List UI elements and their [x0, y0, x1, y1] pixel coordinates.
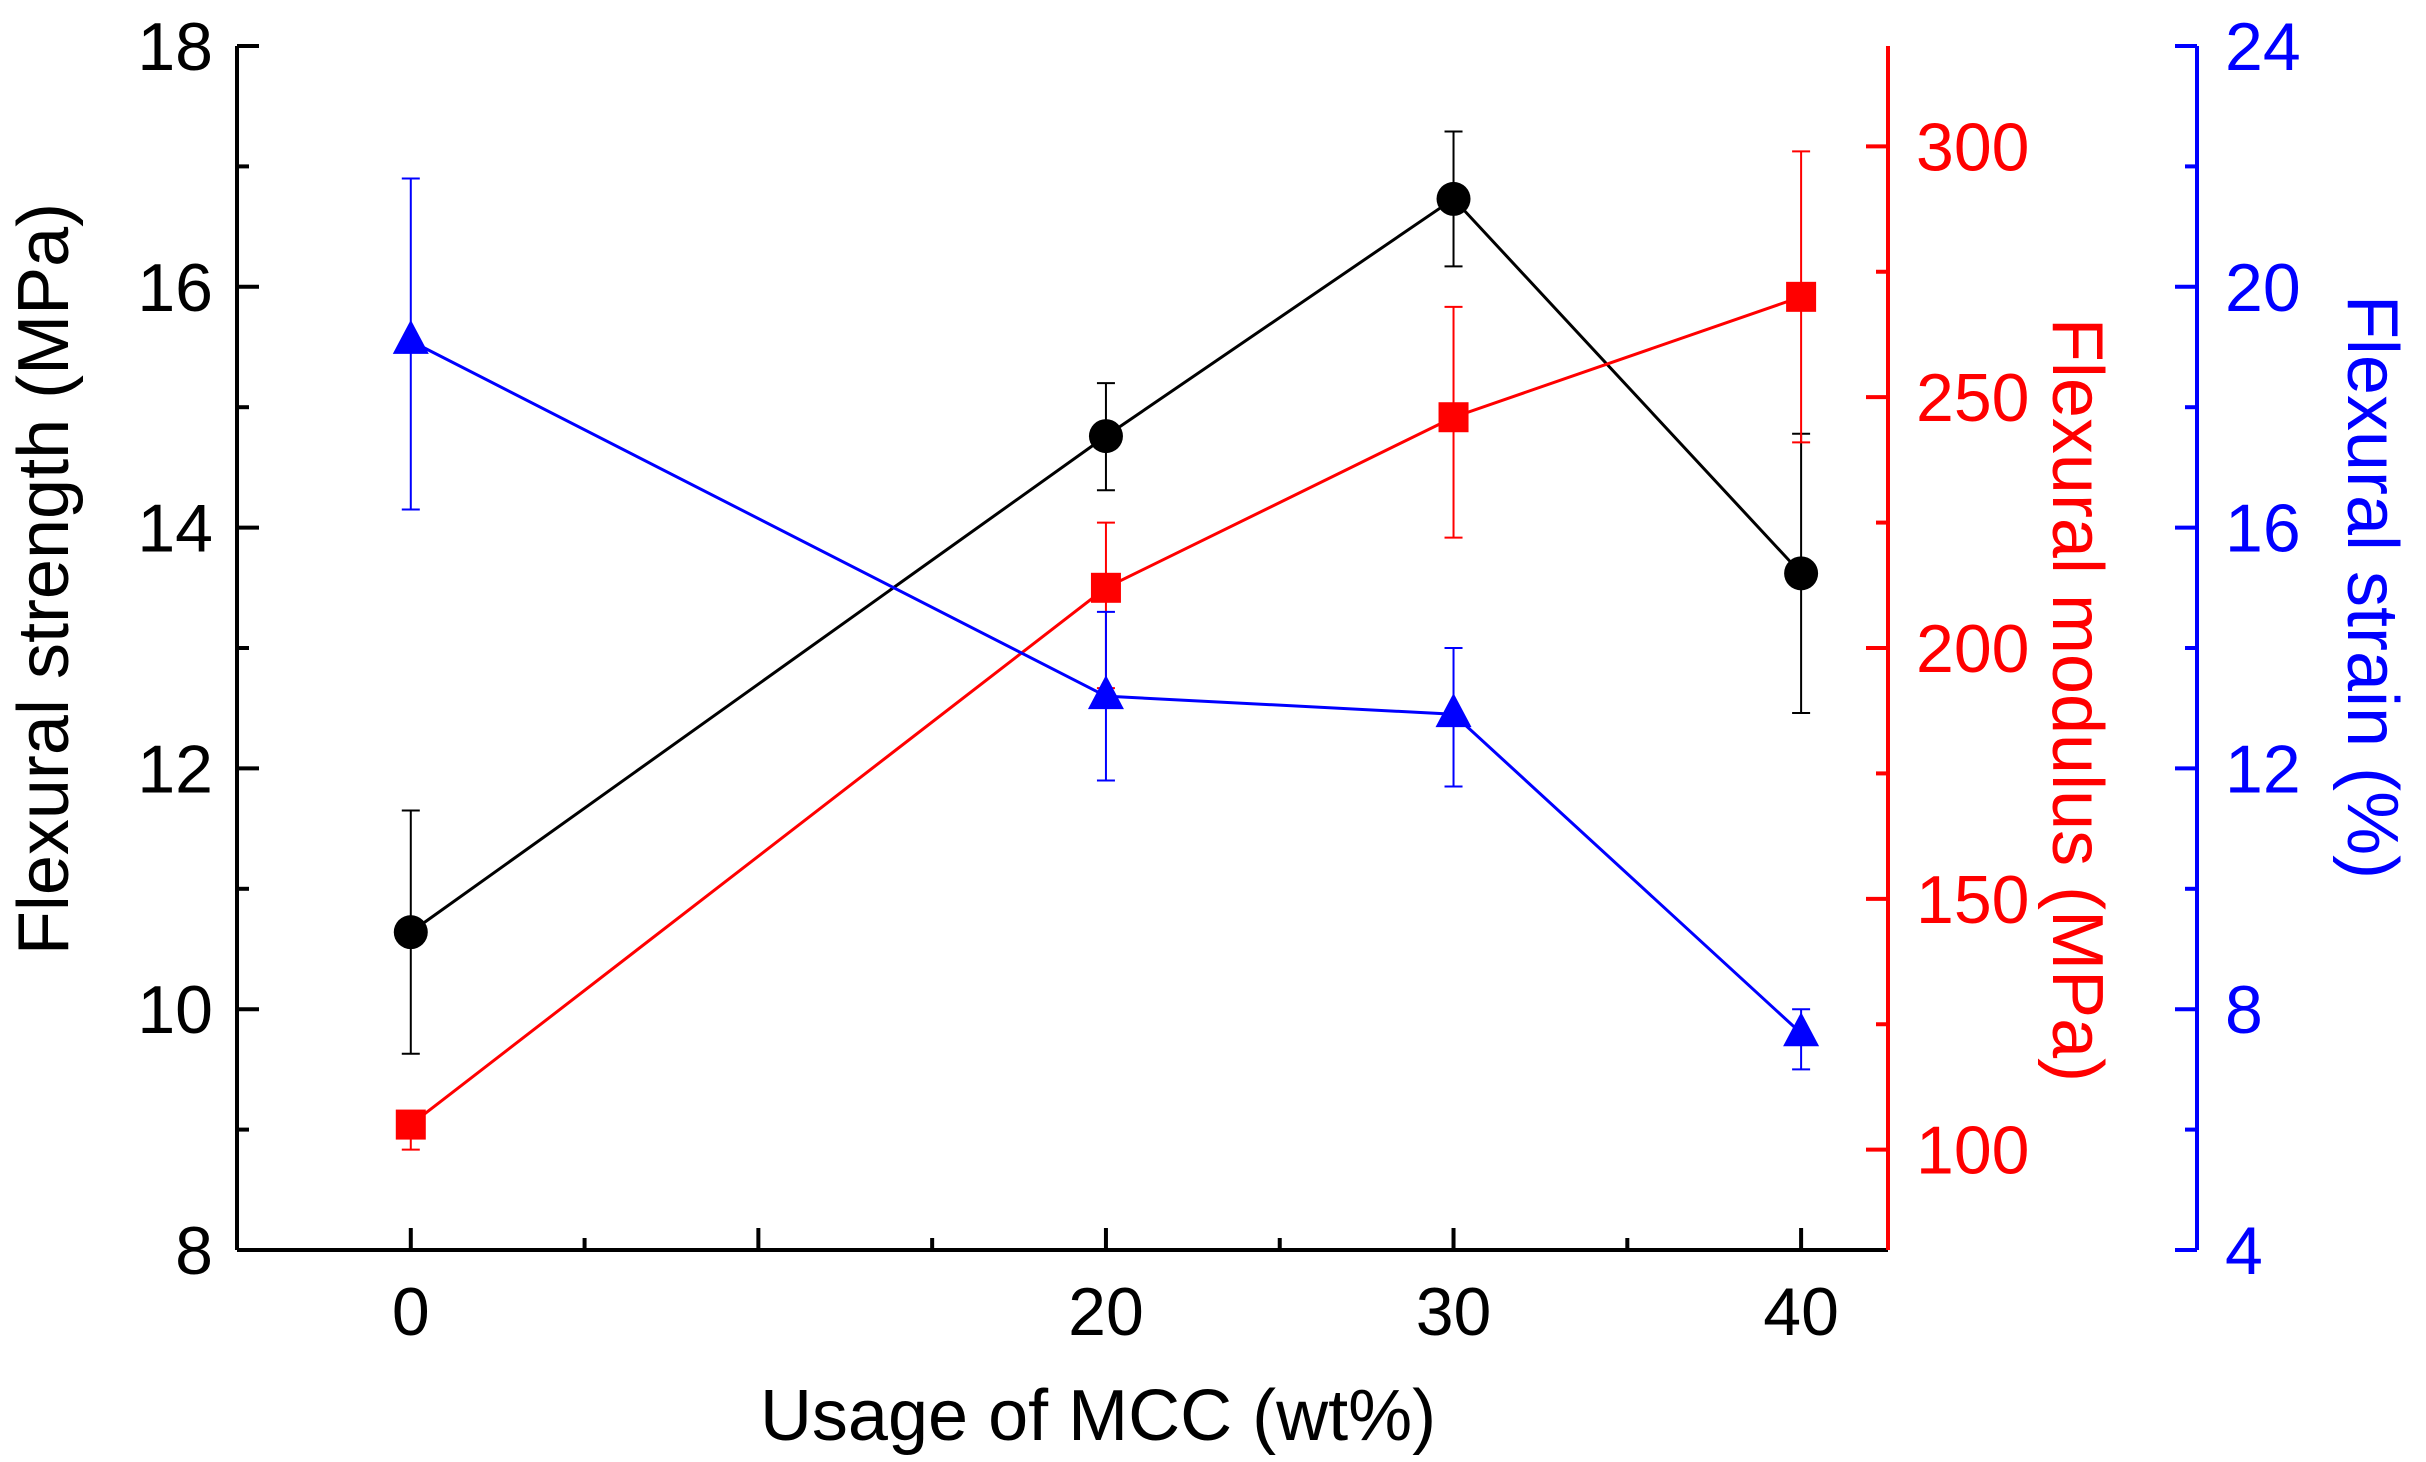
right2-tick-label: 4 [2225, 1213, 2263, 1289]
x-tick-label: 30 [1416, 1274, 1492, 1350]
left-tick-label: 16 [137, 250, 213, 326]
right2-tick-label: 20 [2225, 250, 2301, 326]
series-line-1 [409, 295, 1802, 1126]
x-axis-label: Usage of MCC (wt%) [760, 1376, 1436, 1456]
data-point [1783, 1012, 1820, 1047]
left-tick-label: 12 [137, 731, 213, 807]
data-point [1435, 693, 1472, 728]
left-tick-label: 14 [137, 491, 213, 567]
right2-axis-label: Flexural strain (%) [2332, 295, 2412, 879]
left-axis-label: Flexural strength (MPa) [4, 203, 84, 955]
right1-tick-label: 300 [1916, 109, 2029, 185]
x-tick-label: 0 [392, 1274, 430, 1350]
data-point [1436, 181, 1471, 216]
data-point [393, 915, 428, 950]
x-tick-label: 20 [1068, 1274, 1144, 1350]
right1-tick-label: 200 [1916, 611, 2029, 687]
data-point [392, 319, 429, 354]
data-point [395, 1109, 426, 1140]
right2-tick-label: 16 [2225, 491, 2301, 567]
right1-axis-label: Flexural modulus (MPa) [2037, 318, 2117, 1082]
series-line-2 [410, 339, 1803, 1035]
series-line-0 [409, 196, 1803, 934]
data-point [1087, 675, 1124, 710]
data-point [1438, 402, 1469, 433]
data-point [1088, 419, 1123, 454]
left-tick-label: 8 [175, 1213, 213, 1289]
right1-tick-label: 250 [1916, 360, 2029, 436]
left-tick-label: 10 [137, 972, 213, 1048]
data-point [1090, 572, 1121, 603]
data-point [1786, 281, 1817, 312]
data-point [1784, 556, 1819, 591]
right2-tick-label: 24 [2225, 9, 2301, 85]
x-tick-label: 40 [1763, 1274, 1839, 1350]
right2-tick-label: 12 [2225, 731, 2301, 807]
left-tick-label: 18 [137, 9, 213, 85]
right1-tick-label: 150 [1916, 862, 2029, 938]
right2-tick-label: 8 [2225, 972, 2263, 1048]
right1-tick-label: 100 [1916, 1113, 2029, 1189]
